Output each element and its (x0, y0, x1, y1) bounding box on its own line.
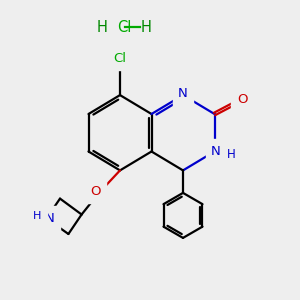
Text: Cl: Cl (113, 52, 127, 65)
Text: H: H (226, 148, 236, 161)
Text: N: N (178, 87, 188, 100)
Text: H: H (141, 20, 152, 34)
Text: H: H (97, 20, 108, 34)
Text: N: N (45, 212, 54, 225)
Text: O: O (237, 93, 247, 106)
Text: O: O (90, 184, 101, 198)
Text: H: H (33, 211, 41, 221)
Text: Cl: Cl (117, 20, 131, 34)
Text: N: N (211, 145, 221, 158)
